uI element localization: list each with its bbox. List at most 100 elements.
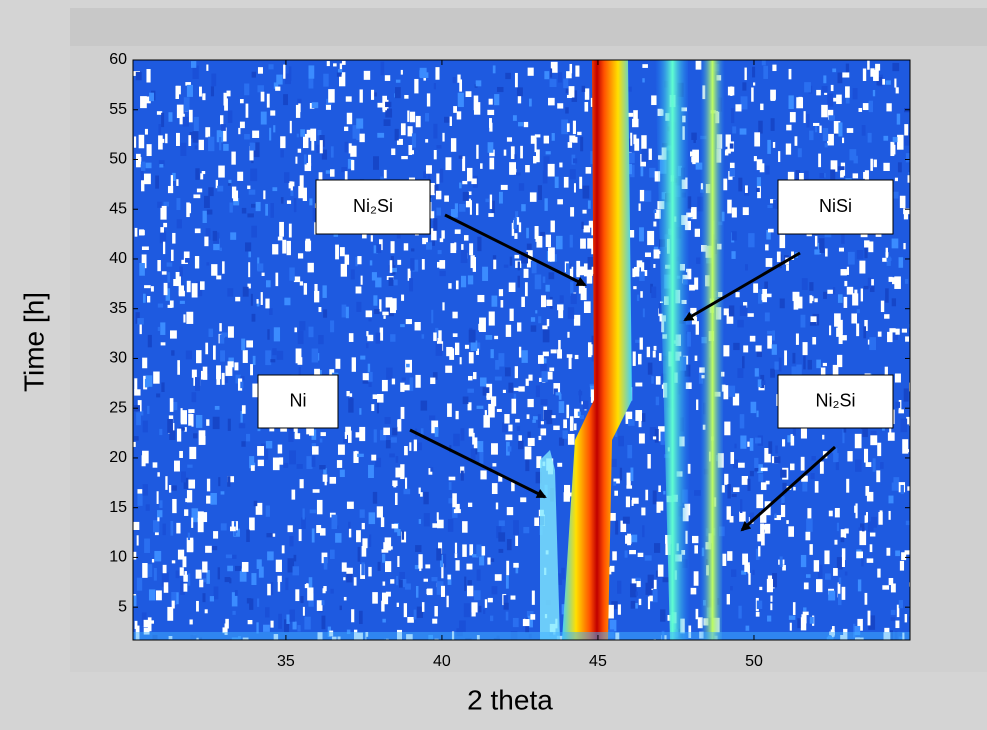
texture [642, 525, 645, 538]
texture [632, 118, 639, 128]
texture [211, 264, 218, 276]
texture [654, 543, 661, 553]
texture [726, 506, 731, 520]
texture [215, 179, 219, 189]
texture [150, 286, 154, 292]
texture [864, 240, 870, 248]
texture [516, 426, 521, 431]
texture [471, 602, 478, 613]
texture [581, 221, 584, 229]
texture [775, 445, 778, 454]
texture [784, 350, 787, 366]
texture [786, 124, 792, 131]
y-tick-label: 35 [109, 300, 127, 317]
texture [804, 82, 811, 93]
texture [837, 324, 840, 330]
texture [383, 542, 388, 553]
texture [653, 221, 657, 227]
texture [374, 309, 380, 315]
texture [619, 467, 623, 481]
texture [695, 162, 703, 170]
texture [506, 560, 510, 576]
texture [524, 446, 532, 460]
texture [247, 213, 254, 218]
texture [461, 244, 464, 252]
texture [740, 499, 743, 513]
texture [773, 199, 780, 209]
texture [534, 517, 540, 526]
texture [261, 272, 265, 277]
texture [491, 200, 495, 214]
texture [577, 411, 581, 417]
texture [800, 314, 806, 328]
texture [188, 479, 196, 489]
texture [179, 266, 183, 277]
texture [525, 459, 530, 472]
texture [905, 153, 910, 163]
texture [764, 448, 771, 463]
texture [263, 190, 266, 200]
texture [422, 237, 428, 245]
texture [227, 181, 231, 186]
texture [140, 410, 144, 416]
texture [645, 582, 652, 595]
texture [235, 296, 241, 302]
texture [302, 606, 305, 616]
texture [373, 429, 377, 443]
texture [454, 342, 460, 355]
texture [417, 442, 423, 451]
texture [757, 379, 762, 388]
texture [249, 517, 255, 531]
texture [362, 538, 368, 549]
texture [472, 554, 479, 558]
texture [890, 141, 895, 157]
texture [405, 477, 408, 492]
texture [391, 271, 396, 275]
texture [737, 368, 744, 379]
texture [900, 484, 904, 495]
texture [885, 288, 889, 303]
texture [421, 334, 425, 339]
texture [867, 277, 872, 289]
texture [468, 375, 473, 381]
texture [396, 138, 403, 145]
texture [343, 577, 346, 581]
texture [565, 88, 572, 94]
texture [654, 171, 661, 182]
texture [789, 112, 796, 123]
texture [864, 319, 868, 331]
texture [182, 116, 189, 127]
contour-image [133, 60, 910, 640]
texture [415, 115, 421, 128]
texture [269, 308, 273, 316]
texture [756, 187, 760, 193]
texture [854, 625, 861, 636]
texture [569, 234, 573, 248]
texture [790, 463, 795, 471]
texture [144, 285, 151, 289]
texture [346, 629, 351, 635]
texture [170, 330, 177, 339]
texture [257, 446, 265, 456]
texture [265, 280, 271, 288]
texture [145, 375, 153, 387]
texture [865, 485, 870, 496]
texture [348, 430, 352, 443]
texture [434, 185, 439, 194]
texture [630, 164, 635, 178]
texture [161, 112, 165, 128]
texture [346, 567, 353, 574]
texture [583, 301, 591, 313]
texture [165, 476, 168, 490]
texture [557, 103, 564, 109]
texture [293, 276, 301, 283]
texture [186, 490, 193, 503]
band [133, 632, 910, 640]
texture [314, 222, 317, 235]
texture [772, 330, 776, 341]
texture [302, 133, 309, 149]
texture [293, 554, 297, 562]
texture [892, 585, 896, 592]
texture [270, 620, 274, 628]
y-tick-label: 60 [109, 51, 127, 68]
